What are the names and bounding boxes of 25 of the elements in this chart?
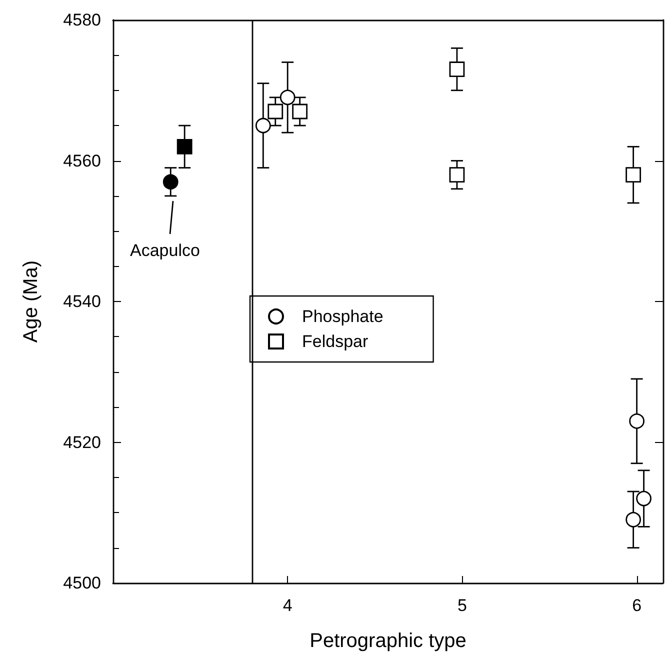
y-tick-label: 4500 bbox=[63, 574, 101, 592]
x-tick-label: 4 bbox=[282, 596, 292, 615]
point bbox=[626, 512, 642, 528]
point bbox=[176, 138, 192, 154]
x-tick-label: 5 bbox=[457, 596, 467, 615]
point bbox=[636, 490, 652, 506]
x-axis-title: Petrographic type bbox=[310, 630, 466, 652]
point bbox=[255, 118, 271, 134]
annotation: Acapulco bbox=[130, 241, 200, 260]
legend-label: Phosphate bbox=[302, 307, 384, 326]
point bbox=[626, 167, 642, 183]
point bbox=[449, 167, 465, 183]
point bbox=[280, 90, 296, 106]
y-axis-title: Age (Ma) bbox=[20, 260, 42, 343]
y-tick-label: 4540 bbox=[63, 292, 101, 311]
y-tick-label: 4560 bbox=[63, 151, 101, 170]
point bbox=[268, 104, 284, 120]
point bbox=[162, 174, 178, 190]
point bbox=[292, 104, 308, 120]
legend-label: Feldspar bbox=[302, 332, 368, 351]
point bbox=[449, 62, 465, 77]
point bbox=[629, 413, 645, 429]
x-tick-label: 6 bbox=[632, 596, 642, 615]
y-tick-label: 4520 bbox=[63, 432, 101, 452]
y-tick-label: 4580 bbox=[63, 10, 101, 30]
